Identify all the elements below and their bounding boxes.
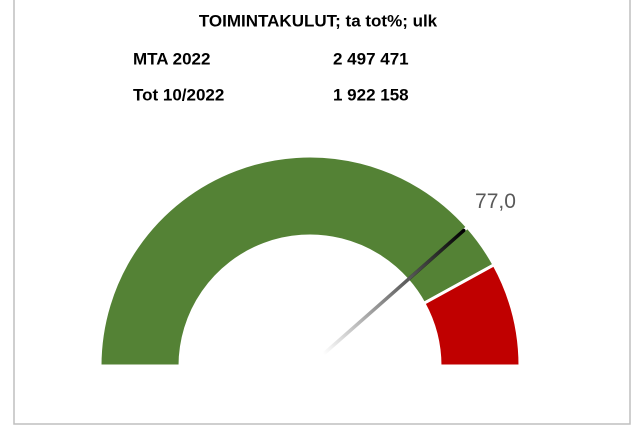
gauge-segment <box>98 154 470 368</box>
header-rows: MTA 2022 2 497 471 Tot 10/2022 1 922 158 <box>133 49 409 104</box>
row-value: 1 922 158 <box>333 85 409 104</box>
gauge-segment <box>421 262 522 368</box>
row-label: MTA 2022 <box>133 49 210 68</box>
gauge: 77,0 <box>98 154 522 368</box>
needle <box>321 228 466 356</box>
row-label: Tot 10/2022 <box>133 85 224 104</box>
chart-title: TOIMINTAKULUT; ta tot%; ulk <box>199 11 438 30</box>
value-label: 77,0 <box>475 190 516 213</box>
frame <box>13 0 631 425</box>
row-value: 2 497 471 <box>333 49 409 68</box>
